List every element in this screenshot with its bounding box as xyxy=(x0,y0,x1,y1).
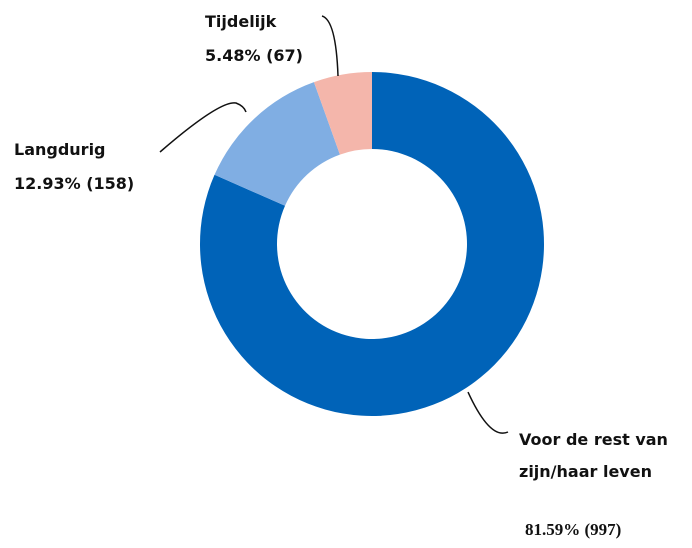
leader-line xyxy=(321,15,339,77)
leader-line xyxy=(159,102,247,153)
donut-slice xyxy=(199,72,544,416)
slice-label: Langdurig xyxy=(14,140,106,159)
value-label: 12.93% (158) xyxy=(14,174,135,193)
value-label: 5.48% (67) xyxy=(205,46,303,65)
donut-slice xyxy=(214,82,340,206)
value-label: 81.59% (997) xyxy=(525,520,622,539)
donut-slice xyxy=(313,72,372,155)
slice-label: Voor de rest van zijn/haar leven xyxy=(519,430,668,481)
leader-line xyxy=(467,391,509,434)
slice-label: Tijdelijk xyxy=(205,12,277,31)
